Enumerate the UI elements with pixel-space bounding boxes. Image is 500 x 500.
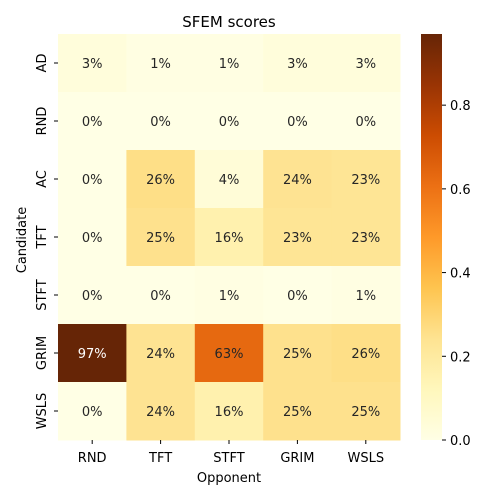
heatmap-cell (331, 382, 401, 441)
heatmap-cell (194, 92, 264, 151)
cell-value-label: 25% (351, 405, 380, 420)
cell-value-label: 25% (283, 405, 312, 420)
cell-value-label: 0% (150, 289, 171, 304)
heatmap-cell (58, 266, 127, 325)
heatmap-cell (263, 150, 333, 209)
heatmap-cell (126, 150, 196, 209)
cell-value-label: 3% (287, 57, 308, 72)
colorbar: 0.0 0.2 0.4 0.6 0.8 (421, 34, 471, 449)
cell-value-label: 1% (355, 289, 376, 304)
heatmap-cell (126, 266, 196, 325)
cell-value-label: 1% (219, 57, 240, 72)
y-tick-label: RND (35, 107, 50, 136)
colorbar-gradient (421, 34, 442, 440)
cell-value-label: 26% (146, 173, 175, 188)
heatmap-cell (263, 382, 333, 441)
cell-value-label: 1% (219, 289, 240, 304)
colorbar-tick-label: 0.0 (450, 434, 471, 449)
cell-value-label: 25% (283, 347, 312, 362)
x-tick-labels: RND TFT STFT GRIM WSLS (78, 440, 384, 466)
heatmap-cell (263, 324, 333, 383)
heatmap-cell (58, 208, 127, 267)
heatmap-cell (194, 382, 264, 441)
cell-value-label: 0% (82, 173, 103, 188)
heatmap-cell (126, 324, 196, 383)
x-tick-label: WSLS (347, 451, 384, 466)
cell-value-label: 24% (283, 173, 312, 188)
heatmap-cell (58, 150, 127, 209)
x-tick-label: GRIM (280, 451, 314, 466)
heatmap-cell (126, 382, 196, 441)
heatmap-cell (194, 34, 264, 93)
cell-value-label: 24% (146, 405, 175, 420)
cell-value-label: 0% (82, 289, 103, 304)
cell-value-label: 24% (146, 347, 175, 362)
heatmap-cell (58, 34, 127, 93)
y-tick-label: WSLS (35, 393, 50, 430)
y-axis-label: Candidate (15, 207, 30, 273)
heatmap-cell (126, 34, 196, 93)
cell-value-label: 26% (351, 347, 380, 362)
cell-value-label: 3% (82, 57, 103, 72)
cell-value-label: 0% (219, 115, 240, 130)
heatmap-cell (263, 266, 333, 325)
cell-value-label: 0% (287, 289, 308, 304)
cell-value-label: 0% (287, 115, 308, 130)
y-tick-label: TFT (35, 225, 50, 249)
chart-title: SFEM scores (182, 13, 276, 31)
y-tick-label: AD (35, 54, 50, 73)
heatmap-cell (331, 34, 401, 93)
heatmap-cell (263, 208, 333, 267)
cell-value-label: 25% (146, 231, 175, 246)
cell-value-label: 23% (351, 231, 380, 246)
cell-value-label: 0% (82, 115, 103, 130)
colorbar-tick-label: 0.8 (450, 99, 471, 114)
heatmap-cell (58, 324, 127, 383)
cell-value-label: 1% (150, 57, 171, 72)
y-tick-labels: AD RND AC TFT STFT GRIM WSLS (35, 54, 58, 430)
y-tick-label: STFT (35, 279, 50, 310)
heatmap-cell (331, 92, 401, 151)
y-tick-label: AC (35, 170, 50, 188)
colorbar-tick-label: 0.2 (450, 350, 471, 365)
cell-value-label: 0% (355, 115, 376, 130)
cell-value-label: 3% (355, 57, 376, 72)
heatmap-cells: 3% 1% 1% 3% 3% 0% 0% 0% 0% 0% 0% 26% 4% 24% 23% 0% 25% 16… (58, 34, 401, 441)
heatmap-cell (331, 208, 401, 267)
heatmap-cell (58, 382, 127, 441)
colorbar-tick-label: 0.6 (450, 183, 471, 198)
heatmap-cell (331, 150, 401, 209)
heatmap-cell (58, 92, 127, 151)
cell-value-label: 0% (82, 405, 103, 420)
x-tick-label: RND (78, 451, 107, 466)
cell-value-label: 4% (219, 173, 240, 188)
cell-value-label: 63% (215, 347, 244, 362)
heatmap-cell (194, 208, 264, 267)
cell-value-label: 23% (283, 231, 312, 246)
cell-value-label: 0% (150, 115, 171, 130)
x-axis-label: Opponent (197, 471, 261, 486)
heatmap-cell (331, 266, 401, 325)
colorbar-ticks: 0.0 0.2 0.4 0.6 0.8 (442, 99, 471, 449)
colorbar-tick-label: 0.4 (450, 267, 471, 282)
cell-value-label: 16% (215, 405, 244, 420)
x-tick-label: TFT (148, 451, 172, 466)
heatmap-cell (194, 266, 264, 325)
cell-value-label: 0% (82, 231, 103, 246)
heatmap-cell (126, 92, 196, 151)
heatmap-cell (126, 208, 196, 267)
cell-value-label: 23% (351, 173, 380, 188)
y-tick-label: GRIM (35, 336, 50, 370)
cell-value-label: 97% (78, 347, 107, 362)
heatmap-cell (194, 150, 264, 209)
x-tick-label: STFT (213, 451, 244, 466)
cell-value-label: 16% (215, 231, 244, 246)
heatmap-cell (331, 324, 401, 383)
heatmap-cell (263, 34, 333, 93)
heatmap-cell (194, 324, 264, 383)
heatmap-cell (263, 92, 333, 151)
